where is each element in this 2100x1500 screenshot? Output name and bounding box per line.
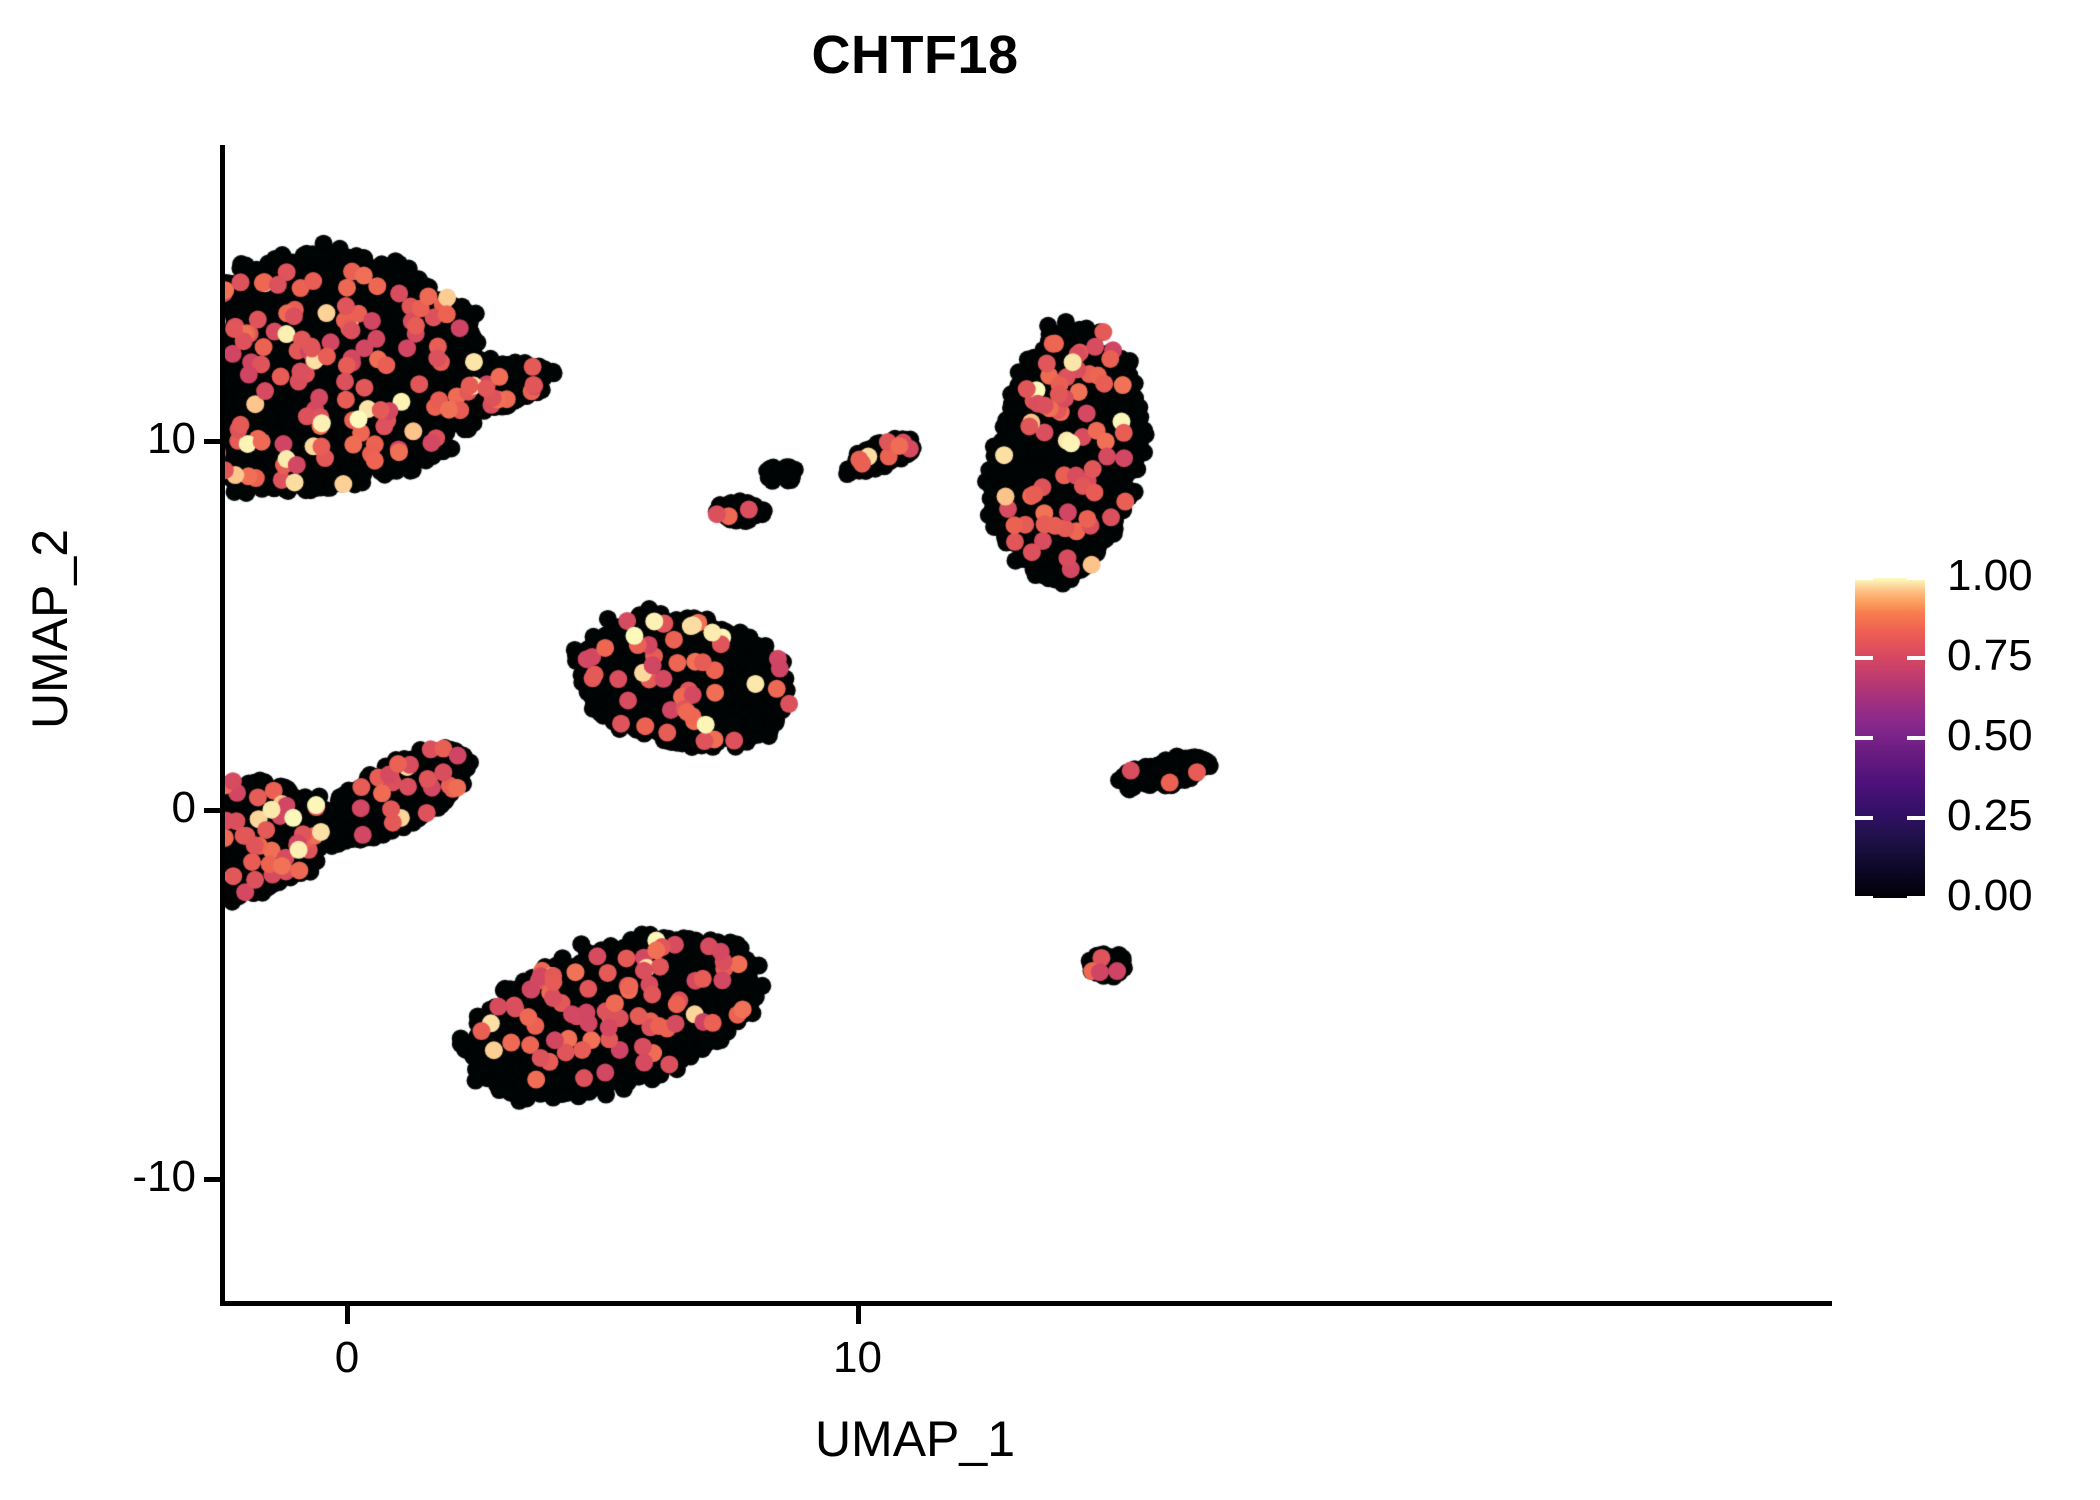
y-tick-label-0: 0 [171,783,196,832]
y-tick-label-10: 10 [147,414,196,463]
colorbar-label-0-75: 0.75 [1947,631,2033,680]
x-axis-line [220,1301,1832,1306]
y-axis-line [220,145,225,1306]
colorbar-legend: 1.00 0.75 0.50 0.25 0.00 [1855,554,2095,918]
colorbar-label-0-00: 0.00 [1947,871,2033,920]
colorbar-tick-0 [1855,896,1925,900]
colorbar-tick-4 [1855,576,1925,580]
y-tick-10 [204,439,222,444]
scatter-canvas [222,145,1832,1303]
y-tick-0 [204,808,222,813]
x-tick-label-0: 0 [334,1333,360,1382]
chart-title: CHTF18 [811,25,1019,85]
plot-area [222,145,1832,1303]
y-axis-title: UMAP_2 [22,528,78,730]
colorbar-label-0-50: 0.50 [1947,711,2033,760]
colorbar-label-0-25: 0.25 [1947,791,2033,840]
x-tick-label-10: 10 [833,1333,882,1382]
y-tick-label-neg10: -10 [132,1152,196,1201]
y-tick-neg10 [204,1177,222,1182]
colorbar-tick-3 [1855,656,1925,660]
x-axis-title: UMAP_1 [814,1411,1016,1467]
colorbar-tick-2 [1855,736,1925,740]
x-tick-10 [855,1306,861,1324]
colorbar-label-1-00: 1.00 [1947,551,2033,600]
colorbar-tick-1 [1855,816,1925,820]
x-tick-0 [345,1306,350,1324]
